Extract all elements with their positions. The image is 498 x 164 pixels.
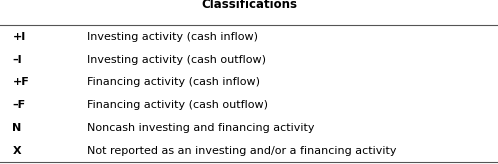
Text: Classifications: Classifications: [201, 0, 297, 11]
Text: –F: –F: [12, 100, 25, 110]
Text: +F: +F: [12, 77, 29, 87]
Text: +I: +I: [12, 32, 26, 42]
Text: Financing activity (cash outflow): Financing activity (cash outflow): [87, 100, 268, 110]
Text: Investing activity (cash outflow): Investing activity (cash outflow): [87, 55, 266, 65]
Text: Noncash investing and financing activity: Noncash investing and financing activity: [87, 123, 315, 133]
Text: Financing activity (cash inflow): Financing activity (cash inflow): [87, 77, 260, 87]
Text: –I: –I: [12, 55, 22, 65]
Text: X: X: [12, 146, 21, 156]
Text: Not reported as an investing and/or a financing activity: Not reported as an investing and/or a fi…: [87, 146, 396, 156]
Text: N: N: [12, 123, 22, 133]
Text: Investing activity (cash inflow): Investing activity (cash inflow): [87, 32, 258, 42]
